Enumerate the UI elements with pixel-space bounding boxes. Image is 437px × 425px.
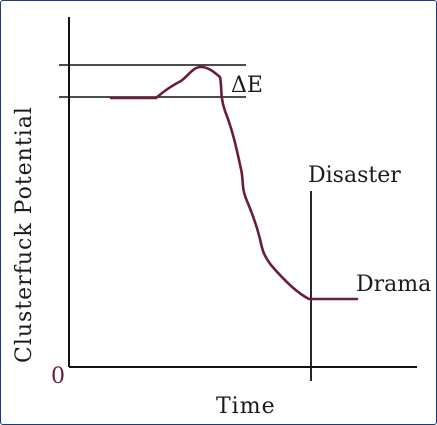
delta-e-label: ΔE	[231, 73, 263, 98]
potential-curve	[109, 65, 359, 301]
drama-label: Drama	[356, 272, 431, 297]
origin-label: 0	[51, 364, 65, 389]
disaster-label: Disaster	[308, 163, 401, 188]
y-axis-label: Clusterfuck Potential	[12, 106, 37, 363]
x-axis-label: Time	[216, 394, 276, 419]
